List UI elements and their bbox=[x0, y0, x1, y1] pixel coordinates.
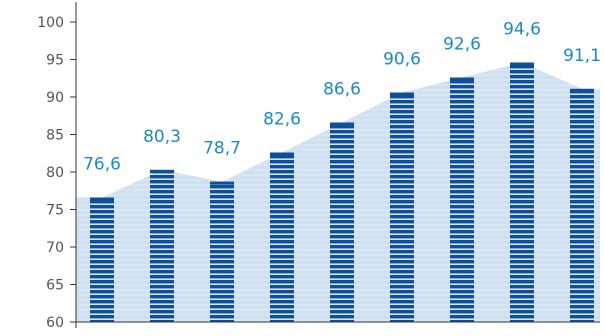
bar-cap bbox=[570, 88, 594, 92]
bar-1 bbox=[90, 197, 114, 322]
bar-7 bbox=[450, 77, 474, 322]
data-label-7: 92,6 bbox=[443, 35, 481, 55]
y-axis: 60 65 70 75 80 85 90 95 100 bbox=[37, 2, 600, 331]
y-tick-label-100: 100 bbox=[37, 15, 64, 31]
bar-body bbox=[90, 197, 114, 322]
bar-body bbox=[150, 169, 174, 322]
data-label-3: 78,7 bbox=[203, 139, 241, 159]
bar-cap bbox=[210, 181, 234, 185]
bar-4 bbox=[270, 152, 294, 322]
data-label-1: 76,6 bbox=[83, 155, 121, 175]
bar-2 bbox=[150, 169, 174, 322]
bar-cap bbox=[390, 92, 414, 96]
bars bbox=[90, 62, 594, 322]
bar-body bbox=[570, 88, 594, 322]
bar-5 bbox=[330, 122, 354, 322]
bar-6 bbox=[390, 92, 414, 322]
bar-9 bbox=[570, 88, 594, 322]
data-label-6: 90,6 bbox=[383, 50, 421, 70]
data-label-5: 86,6 bbox=[323, 80, 361, 100]
bar-body bbox=[510, 62, 534, 322]
bar-body bbox=[210, 181, 234, 322]
bar-cap bbox=[150, 169, 174, 173]
y-tick-label-70: 70 bbox=[46, 240, 64, 256]
bar-cap bbox=[90, 197, 114, 201]
bar-cap bbox=[330, 122, 354, 126]
y-tick-label-90: 90 bbox=[46, 90, 64, 106]
y-tick-label-60: 60 bbox=[46, 315, 64, 331]
y-tick-label-75: 75 bbox=[46, 203, 64, 219]
y-tick-label-85: 85 bbox=[46, 128, 64, 144]
data-label-9: 91,1 bbox=[563, 46, 601, 66]
bar-body bbox=[450, 77, 474, 322]
data-label-4: 82,6 bbox=[263, 110, 301, 130]
data-label-8: 94,6 bbox=[503, 20, 541, 40]
bar-cap bbox=[510, 62, 534, 66]
bar-body bbox=[270, 152, 294, 322]
y-tick-label-95: 95 bbox=[46, 53, 64, 69]
bar-cap bbox=[450, 77, 474, 81]
data-labels: 76,6 80,3 78,7 82,6 86,6 90,6 92,6 94,6 91,1 bbox=[83, 20, 601, 175]
bar-cap bbox=[270, 152, 294, 156]
y-tick-label-80: 80 bbox=[46, 165, 64, 181]
y-tick-label-65: 65 bbox=[46, 278, 64, 294]
bar-body bbox=[330, 122, 354, 322]
bar-3 bbox=[210, 181, 234, 322]
bar-8 bbox=[510, 62, 534, 322]
bar-body bbox=[390, 92, 414, 322]
data-label-2: 80,3 bbox=[143, 127, 181, 147]
